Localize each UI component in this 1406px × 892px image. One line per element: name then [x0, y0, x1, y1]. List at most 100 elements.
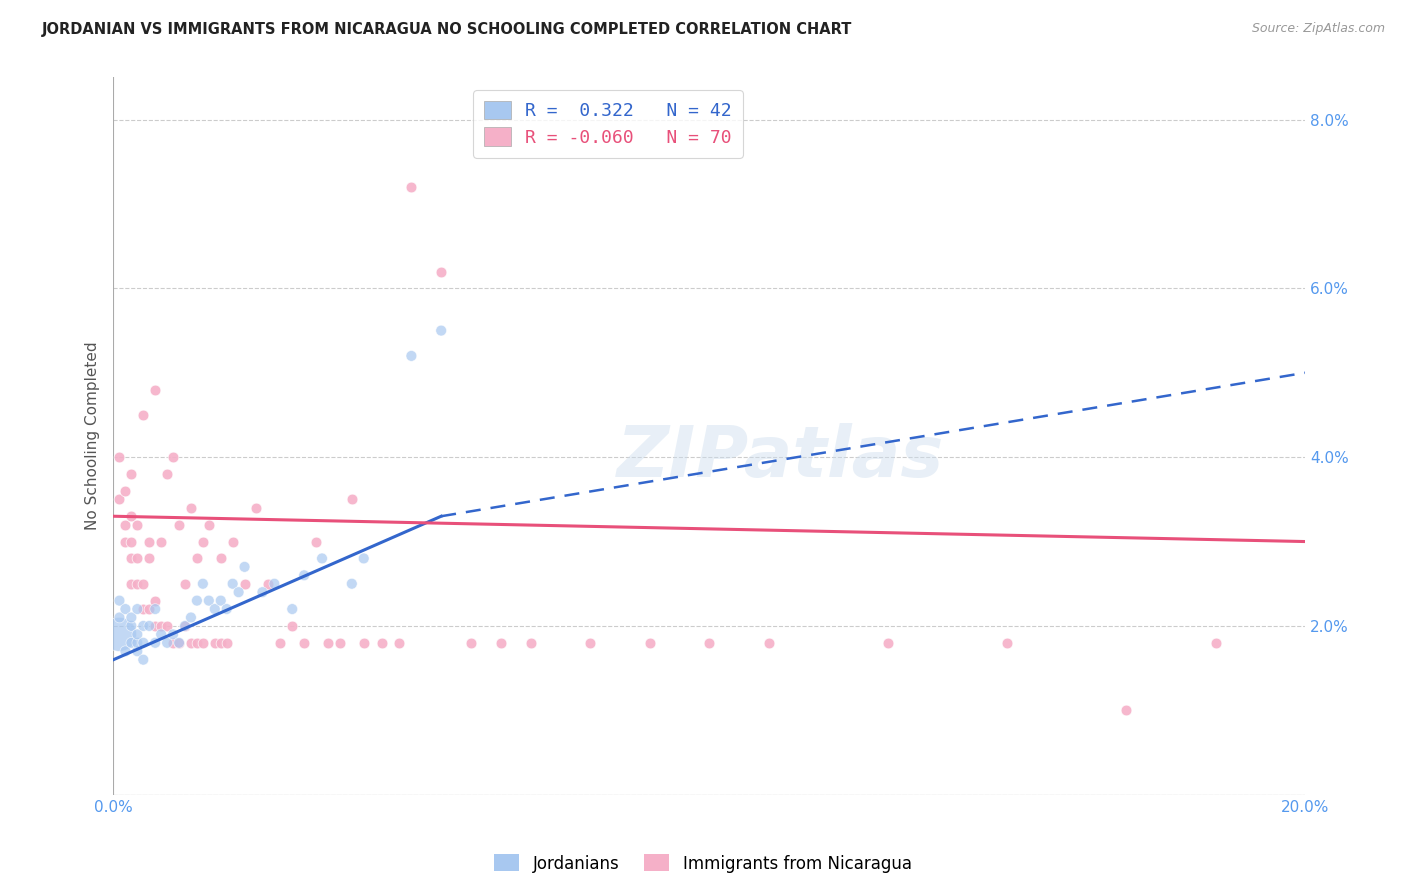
- Point: [758, 636, 780, 650]
- Point: [579, 636, 602, 650]
- Point: [257, 576, 280, 591]
- Point: [162, 636, 184, 650]
- Point: [370, 636, 392, 650]
- Point: [252, 585, 274, 599]
- Point: [108, 450, 131, 465]
- Point: [209, 636, 232, 650]
- Point: [316, 636, 339, 650]
- Point: [127, 636, 149, 650]
- Point: [305, 534, 328, 549]
- Point: [143, 593, 166, 607]
- Point: [186, 551, 208, 566]
- Point: [292, 636, 315, 650]
- Point: [180, 610, 202, 624]
- Point: [460, 636, 482, 650]
- Point: [150, 627, 173, 641]
- Point: [174, 576, 197, 591]
- Point: [108, 593, 131, 607]
- Point: [340, 492, 363, 507]
- Point: [132, 576, 155, 591]
- Point: [138, 551, 160, 566]
- Point: [1205, 636, 1227, 650]
- Point: [388, 636, 411, 650]
- Point: [638, 636, 661, 650]
- Point: [233, 559, 256, 574]
- Point: [120, 636, 142, 650]
- Point: [353, 551, 375, 566]
- Point: [311, 551, 333, 566]
- Point: [132, 653, 155, 667]
- Point: [215, 602, 238, 616]
- Text: Source: ZipAtlas.com: Source: ZipAtlas.com: [1251, 22, 1385, 36]
- Point: [263, 576, 285, 591]
- Point: [191, 534, 214, 549]
- Point: [1115, 703, 1137, 717]
- Point: [174, 619, 197, 633]
- Point: [167, 636, 190, 650]
- Point: [430, 324, 453, 338]
- Point: [519, 636, 541, 650]
- Point: [186, 593, 208, 607]
- Text: ZIPatlas: ZIPatlas: [617, 423, 945, 492]
- Point: [221, 576, 243, 591]
- Point: [156, 619, 179, 633]
- Point: [120, 467, 142, 481]
- Point: [132, 408, 155, 422]
- Point: [186, 636, 208, 650]
- Legend: Jordanians, Immigrants from Nicaragua: Jordanians, Immigrants from Nicaragua: [488, 847, 918, 880]
- Point: [127, 517, 149, 532]
- Point: [489, 636, 512, 650]
- Point: [150, 534, 173, 549]
- Point: [120, 534, 142, 549]
- Point: [114, 602, 136, 616]
- Point: [127, 602, 149, 616]
- Point: [138, 602, 160, 616]
- Point: [143, 619, 166, 633]
- Point: [143, 383, 166, 397]
- Point: [233, 576, 256, 591]
- Point: [132, 602, 155, 616]
- Point: [198, 593, 221, 607]
- Point: [114, 644, 136, 658]
- Text: JORDANIAN VS IMMIGRANTS FROM NICARAGUA NO SCHOOLING COMPLETED CORRELATION CHART: JORDANIAN VS IMMIGRANTS FROM NICARAGUA N…: [42, 22, 852, 37]
- Point: [120, 610, 142, 624]
- Point: [191, 576, 214, 591]
- Point: [120, 509, 142, 524]
- Point: [114, 534, 136, 549]
- Point: [132, 636, 155, 650]
- Point: [132, 619, 155, 633]
- Point: [174, 619, 197, 633]
- Point: [180, 500, 202, 515]
- Point: [221, 534, 243, 549]
- Point: [215, 636, 238, 650]
- Point: [877, 636, 900, 650]
- Point: [120, 619, 142, 633]
- Point: [143, 602, 166, 616]
- Point: [156, 467, 179, 481]
- Point: [167, 517, 190, 532]
- Point: [150, 619, 173, 633]
- Point: [138, 534, 160, 549]
- Legend: R =  0.322   N = 42, R = -0.060   N = 70: R = 0.322 N = 42, R = -0.060 N = 70: [472, 90, 742, 158]
- Point: [430, 264, 453, 278]
- Point: [108, 610, 131, 624]
- Point: [127, 627, 149, 641]
- Point: [127, 576, 149, 591]
- Point: [114, 483, 136, 498]
- Point: [198, 517, 221, 532]
- Point: [108, 492, 131, 507]
- Point: [401, 180, 423, 194]
- Point: [281, 619, 304, 633]
- Point: [162, 627, 184, 641]
- Point: [245, 500, 267, 515]
- Point: [995, 636, 1018, 650]
- Point: [228, 585, 250, 599]
- Point: [353, 636, 375, 650]
- Point: [138, 619, 160, 633]
- Point: [209, 551, 232, 566]
- Point: [281, 602, 304, 616]
- Point: [114, 517, 136, 532]
- Point: [180, 636, 202, 650]
- Y-axis label: No Schooling Completed: No Schooling Completed: [86, 342, 100, 531]
- Point: [143, 636, 166, 650]
